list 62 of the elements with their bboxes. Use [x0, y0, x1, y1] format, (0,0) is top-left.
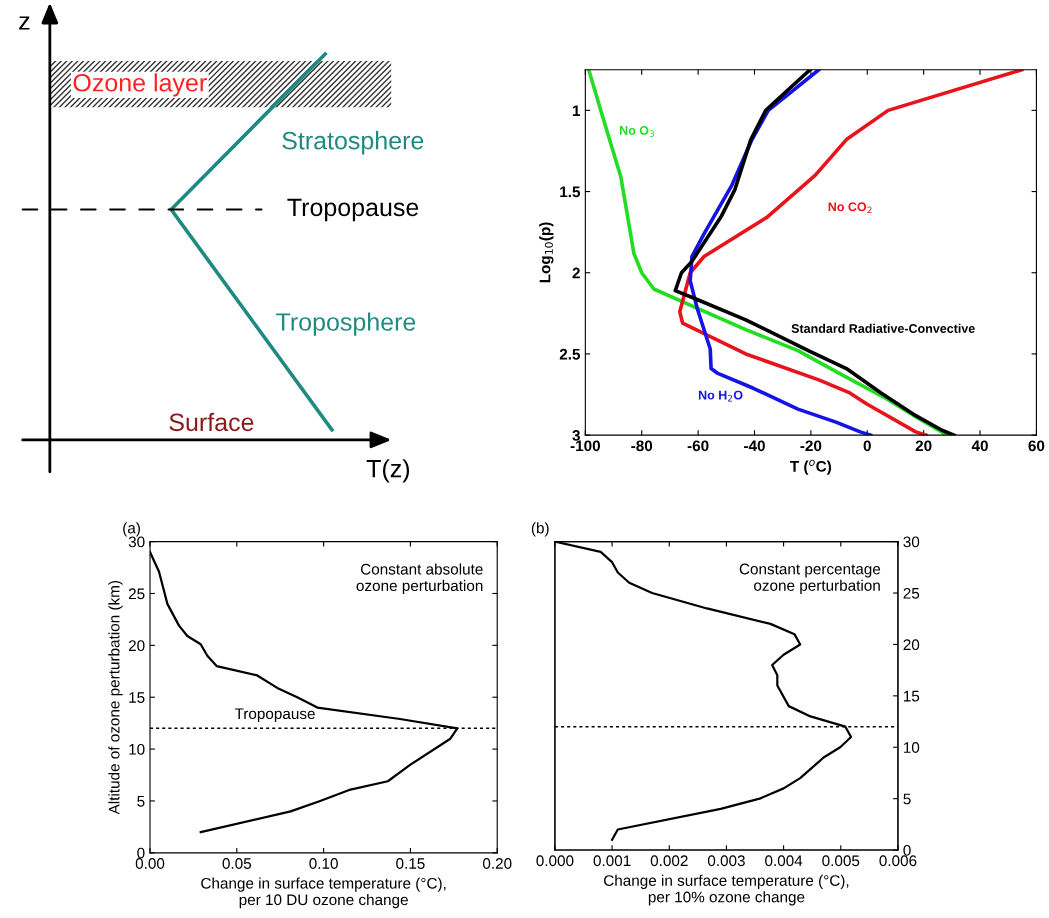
text: Surface [169, 412, 254, 432]
y2-tick-label: 0 [903, 844, 911, 856]
y-tick-label: 15 [129, 692, 145, 703]
x-tick-label: -100 [570, 440, 601, 452]
text: Stratosphere [282, 131, 424, 155]
ref-line-label: Tropopause [234, 708, 315, 723]
x-tick-label: 0.00 [135, 858, 165, 869]
annotation: Constant absolute ozone perturbation [356, 563, 483, 595]
y-tick-label: 5 [137, 795, 145, 807]
series-label: No H$_{2}$O [698, 390, 743, 402]
x-tick-label: 0.20 [482, 858, 512, 869]
x-axis-title: Change in surface temperature (°C), per 10% ozone change [604, 874, 849, 906]
x-axis-title: Change in surface temperature (°C), per 10 DU ozone change [201, 877, 446, 909]
x-tick-label: 0 [863, 440, 871, 452]
x-tick-label: -40 [744, 440, 765, 452]
text: z [19, 16, 30, 30]
x-tick-label: -20 [800, 440, 822, 452]
x-tick-label: -80 [631, 440, 653, 452]
x-tick-label: 40 [971, 440, 988, 452]
x-tick-label: 0.004 [765, 855, 803, 867]
y2-tick-label: 15 [903, 690, 920, 702]
text: No CO$_{2}$ [828, 202, 872, 214]
y-tick-label: 1.5 [560, 186, 581, 198]
x-tick-label: 60 [1028, 440, 1045, 452]
y-axis-title: Log$_{10}$(p) [539, 222, 554, 283]
series-label: Standard Radiative-Convective [791, 323, 975, 333]
text: Tropopause [287, 198, 419, 222]
y-axis-title: Altitude of ozone perturbation (km) [108, 580, 123, 815]
x-tick-label: -60 [687, 440, 709, 452]
x-tick-label: 0.002 [650, 855, 688, 867]
y-tick-label: 0 [137, 847, 145, 859]
y-tick-label: 3 [572, 430, 580, 441]
chart-title: (a) [123, 522, 140, 537]
text: T(z) [366, 459, 410, 483]
x-tick-label: 0.05 [222, 858, 252, 869]
y2-tick-label: 10 [903, 742, 920, 753]
y-tick-label: 2 [572, 267, 580, 279]
line-series [677, 69, 1024, 436]
series-label: No O$_{3}$ [620, 125, 655, 137]
y-tick-label: 25 [128, 588, 145, 600]
x-tick-label: 0.15 [396, 858, 425, 869]
x-tick-label: 0.001 [593, 855, 631, 867]
y2-tick-label: 5 [903, 793, 911, 805]
y-tick-label: 10 [129, 743, 145, 755]
x-tick-label: 0.006 [879, 855, 917, 867]
x-tick-label: 0.10 [309, 858, 338, 869]
x-tick-label: 20 [915, 440, 932, 452]
text: Ozone layer [73, 73, 207, 97]
y-tick-label: 30 [128, 536, 145, 548]
x-tick-label: 0.000 [536, 855, 574, 867]
y-tick-label: 2.5 [559, 348, 581, 360]
chart-title: (b) [531, 522, 549, 537]
x-tick-label: 0.003 [707, 855, 745, 867]
y2-tick-label: 20 [903, 639, 920, 651]
x-axis-title: T ($^{o}$C) [790, 459, 831, 475]
annotation: Constant percentage ozone perturbation [739, 563, 881, 594]
text: Troposphere [276, 312, 416, 336]
y2-tick-label: 25 [903, 587, 920, 599]
x-tick-label: 0.005 [822, 855, 860, 867]
y-tick-label: 20 [128, 640, 145, 652]
y-tick-label: 1 [572, 105, 581, 116]
y2-tick-label: 30 [903, 536, 920, 548]
